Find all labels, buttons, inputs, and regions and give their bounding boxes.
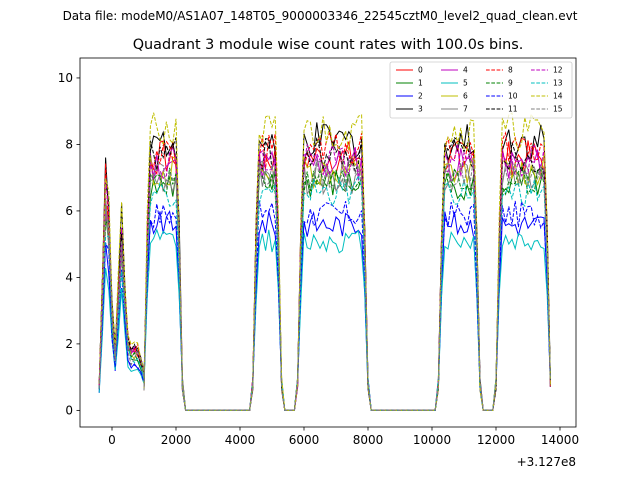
x-axis: 0 2000 4000 6000 8000 10000 12000 14000 (108, 427, 579, 447)
legend-label: 0 (418, 66, 423, 75)
y-tick-label: 4 (65, 270, 73, 284)
legend-label: 6 (463, 92, 468, 101)
x-tick-label: 10000 (413, 433, 451, 447)
legend-label: 15 (553, 105, 563, 114)
legend-label: 10 (508, 92, 518, 101)
x-tick-label: 0 (108, 433, 116, 447)
y-tick-label: 8 (65, 137, 73, 151)
y-tick-label: 6 (65, 204, 73, 218)
series-line-8 (98, 131, 551, 411)
y-tick-label: 10 (58, 71, 73, 85)
x-tick-label: 12000 (477, 433, 515, 447)
y-tick-label: 2 (65, 337, 73, 351)
legend-label: 13 (553, 79, 563, 88)
legend-label: 9 (508, 79, 513, 88)
series-line-15 (98, 158, 551, 411)
legend-label: 3 (418, 105, 423, 114)
x-axis-offset-label: +3.127e8 (517, 455, 576, 469)
series-line-10 (98, 200, 551, 411)
legend-frame (389, 61, 573, 119)
x-tick-label: 2000 (161, 433, 192, 447)
legend-label: 7 (463, 105, 468, 114)
legend-label: 8 (508, 66, 513, 75)
legend-label: 14 (553, 92, 563, 101)
figure-suptitle: Data file: modeM0/AS1A07_148T05_90000033… (63, 9, 578, 23)
legend-label: 4 (463, 66, 468, 75)
legend-label: 1 (418, 79, 423, 88)
x-tick-label: 4000 (225, 433, 256, 447)
x-tick-label: 8000 (353, 433, 384, 447)
legend-label: 2 (418, 92, 423, 101)
y-axis: 0 2 4 6 8 10 (58, 71, 80, 417)
y-tick-label: 0 (65, 403, 73, 417)
legend-label: 11 (508, 105, 518, 114)
chart-title: Quadrant 3 module wise count rates with … (133, 37, 524, 53)
plot-frame (79, 57, 577, 428)
series-layer (98, 112, 551, 411)
x-tick-label: 14000 (541, 433, 579, 447)
legend-label: 12 (553, 66, 563, 75)
x-tick-label: 6000 (289, 433, 320, 447)
legend-label: 5 (463, 79, 468, 88)
